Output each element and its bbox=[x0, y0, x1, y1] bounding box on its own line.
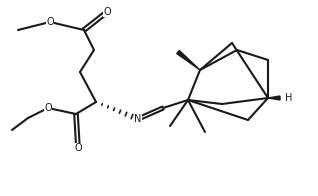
Polygon shape bbox=[177, 50, 200, 70]
Text: H: H bbox=[285, 93, 292, 103]
Text: O: O bbox=[44, 103, 52, 113]
Polygon shape bbox=[268, 96, 280, 100]
Text: O: O bbox=[74, 143, 82, 153]
Text: O: O bbox=[103, 7, 111, 17]
Text: O: O bbox=[46, 17, 54, 27]
Text: N: N bbox=[134, 114, 142, 124]
